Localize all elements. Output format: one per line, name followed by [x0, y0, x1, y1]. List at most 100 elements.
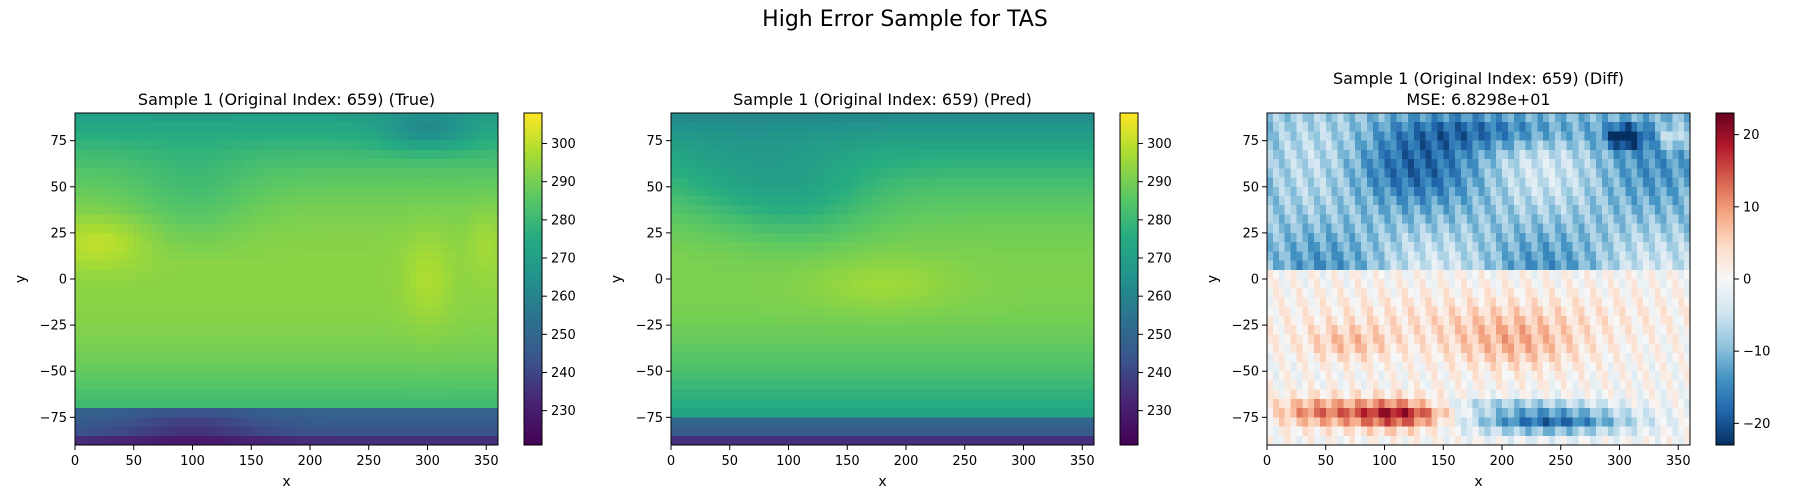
heatmap-cell	[315, 251, 323, 262]
heatmap-cell	[876, 242, 884, 252]
heatmap-cell	[86, 251, 94, 262]
heatmap-cell	[386, 214, 393, 225]
heatmap-cell	[204, 205, 211, 216]
heatmap-cell	[462, 269, 470, 280]
heatmap-cell	[468, 168, 476, 179]
heatmap-cell	[923, 205, 931, 216]
heatmap-cell	[776, 177, 784, 188]
heatmap-cell	[671, 131, 678, 142]
heatmap-cell	[462, 297, 470, 308]
heatmap-cell	[233, 223, 241, 234]
heatmap-cell	[976, 260, 983, 271]
heatmap-cell	[274, 362, 282, 372]
heatmap-cell	[145, 269, 152, 280]
heatmap-cell	[392, 232, 399, 243]
heatmap-cell	[694, 196, 701, 206]
heatmap-cell	[988, 297, 995, 308]
heatmap-cell	[486, 325, 493, 335]
heatmap-cell	[958, 371, 966, 382]
heatmap-cell	[994, 334, 1001, 345]
heatmap-cell	[216, 417, 223, 428]
heatmap-cell	[894, 260, 901, 271]
heatmap-cell	[1041, 325, 1048, 335]
heatmap-cell	[859, 251, 866, 262]
heatmap-cell	[468, 140, 476, 151]
heatmap-cell	[958, 306, 966, 317]
heatmap-cell	[718, 131, 725, 142]
heatmap-cell	[718, 334, 725, 345]
heatmap-cell	[280, 325, 288, 335]
heatmap-cell	[917, 113, 925, 123]
heatmap-cell	[911, 122, 919, 133]
heatmap-cell	[812, 288, 819, 299]
heatmap-cell	[186, 389, 194, 400]
heatmap-cell	[841, 398, 848, 409]
heatmap-cell	[339, 113, 346, 123]
heatmap-cell	[706, 398, 713, 409]
heatmap-cell	[941, 389, 948, 400]
heatmap-cell	[911, 196, 919, 206]
heatmap-cell	[847, 113, 854, 123]
heatmap-cell	[688, 186, 696, 197]
heatmap-cell	[451, 232, 458, 243]
heatmap-cell	[274, 232, 282, 243]
heatmap-cell	[133, 417, 141, 428]
heatmap-cell	[894, 306, 901, 317]
heatmap-cell	[1029, 279, 1036, 289]
heatmap-cell	[169, 113, 176, 123]
heatmap-cell	[421, 186, 429, 197]
heatmap-cell	[864, 149, 872, 160]
heatmap-cell	[204, 251, 211, 262]
y-axis-label: y	[13, 275, 29, 283]
heatmap-cell	[765, 168, 772, 179]
heatmap-cell	[917, 297, 925, 308]
heatmap-cell	[1082, 251, 1089, 262]
heatmap-cell	[280, 168, 288, 179]
heatmap-cell	[409, 426, 417, 437]
heatmap-cell	[882, 168, 889, 179]
heatmap-cell	[800, 168, 807, 179]
heatmap-cell	[151, 426, 158, 437]
heatmap-cell	[859, 242, 866, 252]
heatmap-cell	[415, 223, 423, 234]
heatmap-cell	[1076, 113, 1083, 123]
heatmap-cell	[145, 352, 152, 363]
heatmap-cell	[859, 186, 866, 197]
heatmap-cell	[782, 113, 790, 123]
heatmap-cell	[1000, 149, 1007, 160]
heatmap-cell	[492, 113, 499, 123]
heatmap-cell	[882, 186, 889, 197]
heatmap-cell	[1035, 122, 1042, 133]
heatmap-cell	[1070, 196, 1077, 206]
heatmap-cell	[133, 242, 141, 252]
heatmap-cell	[800, 325, 807, 335]
heatmap-cell	[386, 251, 393, 262]
heatmap-cell	[988, 315, 995, 326]
heatmap-cell	[392, 352, 399, 363]
heatmap-cell	[1070, 297, 1077, 308]
heatmap-cell	[286, 325, 293, 335]
heatmap-cell	[1047, 177, 1054, 188]
heatmap-cell	[835, 177, 842, 188]
heatmap-cell	[682, 223, 690, 234]
heatmap-cell	[333, 242, 340, 252]
heatmap-cell	[321, 315, 329, 326]
heatmap-cell	[964, 149, 972, 160]
heatmap-cell	[315, 306, 323, 317]
heatmap-cell	[829, 315, 837, 326]
heatmap-cell	[233, 140, 241, 151]
heatmap-cell	[386, 196, 393, 206]
heatmap-cell	[92, 306, 100, 317]
heatmap-cell	[386, 177, 393, 188]
heatmap-cell	[104, 380, 111, 391]
panels: Sample 1 (Original Index: 659) (True)0 50…	[13, 69, 1770, 490]
heatmap-cell	[245, 426, 252, 437]
heatmap-cell	[480, 177, 487, 188]
heatmap-cell	[233, 232, 241, 243]
heatmap-cell	[445, 223, 452, 234]
heatmap-cell	[462, 288, 470, 299]
heatmap-cell	[451, 352, 458, 363]
heatmap-cell	[327, 223, 335, 234]
heatmap-cell	[116, 380, 123, 391]
heatmap-cell	[923, 168, 931, 179]
